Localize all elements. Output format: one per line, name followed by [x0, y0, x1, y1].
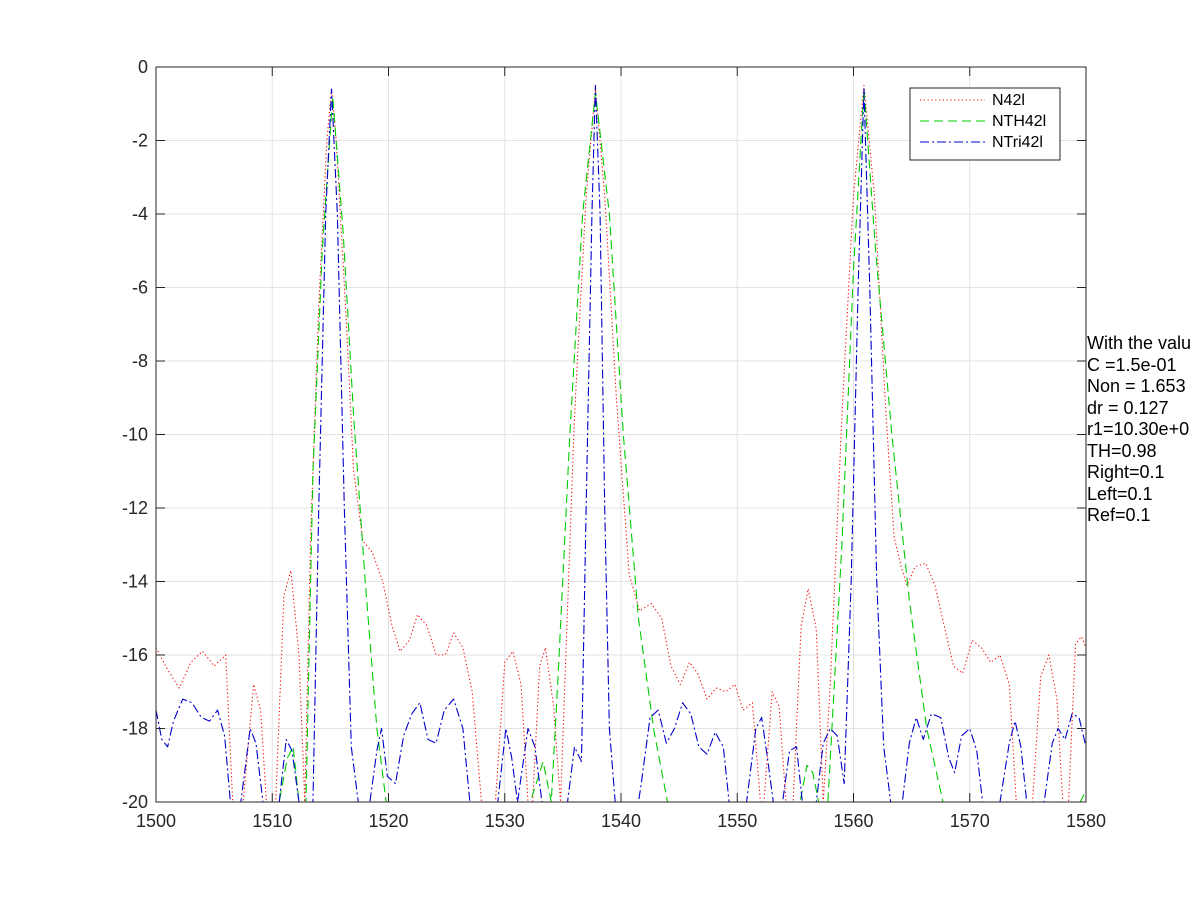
axis-ticks: 1500 1510 1520 1530 1540 1550 1560 1570 1580 0 -2 -…	[122, 57, 1106, 831]
annotation-line: Non = 1.653	[1087, 376, 1186, 396]
y-tick-label: -10	[122, 425, 148, 445]
annotation-line: TH=0.98	[1087, 440, 1157, 461]
x-tick-label: 1500	[136, 811, 176, 831]
annotation-line: With the valu	[1087, 333, 1192, 353]
x-tick-label: 1530	[485, 811, 525, 831]
x-tick-label: 1550	[717, 811, 757, 831]
y-tick-label: -16	[122, 645, 148, 665]
y-tick-label: -6	[132, 278, 148, 298]
y-tick-label: -20	[122, 792, 148, 812]
legend: N42l NTH42l NTri42l	[909, 87, 1061, 161]
annotation-line: dr = 0.127	[1087, 397, 1169, 418]
y-tick-label: -8	[132, 351, 148, 371]
y-tick-label: -14	[122, 572, 148, 592]
annotation-line: C =1.5e-01	[1087, 354, 1177, 375]
legend-label: N42l	[992, 92, 1025, 109]
y-tick-label: -4	[132, 204, 148, 224]
x-tick-label: 1580	[1066, 811, 1106, 831]
annotation-line: Left=0.1	[1087, 483, 1153, 504]
x-tick-label: 1520	[368, 811, 408, 831]
parameter-annotation: With the valu C =1.5e-01 Non = 1.653 dr = 0…	[1087, 333, 1200, 527]
annotation-line: Right=0.1	[1087, 462, 1165, 482]
y-tick-label: -2	[132, 131, 148, 151]
y-tick-label: -12	[122, 498, 148, 518]
y-tick-label: -18	[122, 719, 148, 739]
x-tick-label: 1540	[601, 811, 641, 831]
legend-label: NTH42l	[992, 113, 1046, 130]
legend-label: NTri42l	[992, 134, 1043, 151]
x-tick-label: 1510	[252, 811, 292, 831]
y-tick-label: 0	[138, 57, 148, 77]
annotation-line: r1=10.30e+0	[1087, 419, 1190, 439]
x-tick-label: 1560	[833, 811, 873, 831]
annotation-line: Ref=0.1	[1087, 505, 1151, 525]
x-tick-label: 1570	[950, 811, 990, 831]
